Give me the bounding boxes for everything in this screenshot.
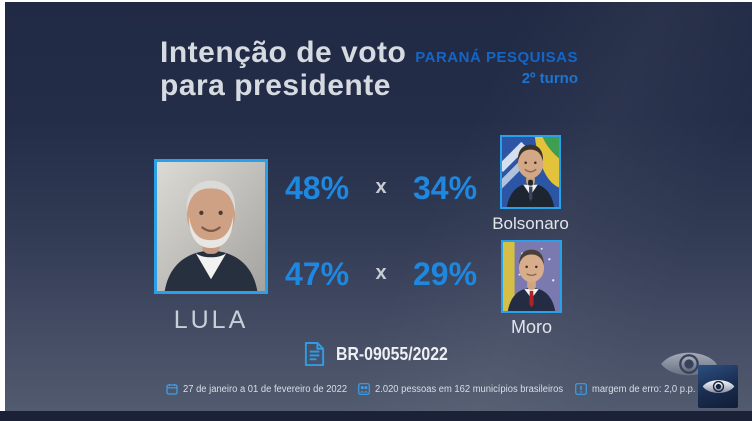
page-title: Intenção de voto para presidente [160, 36, 406, 102]
moro-portrait-illustration [503, 242, 560, 311]
registration-row: BR-09055/2022 [303, 341, 463, 367]
source-name: PARANÁ PESQUISAS [415, 49, 578, 66]
title-line-2: para presidente [160, 69, 391, 102]
band-logo-badge [698, 365, 738, 408]
moro-photo [501, 240, 562, 313]
matchup1-versus: x [375, 176, 387, 198]
moro-label: Moro [510, 317, 552, 337]
document-icon [304, 342, 325, 366]
lula-photo [154, 159, 268, 294]
matchup2-lula-value: 47% [284, 256, 350, 292]
alert-icon [574, 383, 587, 395]
margin-error-text: margem de erro: 2,0 p.p. [591, 383, 696, 395]
bolsonaro-label: Bolsonaro [492, 214, 569, 233]
matchup1-lula-value: 48% [284, 170, 350, 206]
methodology-footer: 27 de janeiro a 01 de fevereiro de 2022 … [166, 383, 695, 395]
poll-source: PARANÁ PESQUISAS 2º turno [400, 49, 578, 88]
bolsonaro-photo [500, 135, 561, 209]
margin-error-item: margem de erro: 2,0 p.p. [574, 383, 702, 395]
fieldwork-period-item: 27 de janeiro a 01 de fevereiro de 2022 [166, 383, 358, 395]
lula-portrait-illustration [157, 162, 265, 291]
matchup1-bolsonaro-value: 34% [412, 170, 478, 206]
fieldwork-period-text: 27 de janeiro a 01 de fevereiro de 2022 [183, 383, 348, 395]
people-icon [357, 383, 370, 395]
bolsonaro-portrait-illustration [502, 137, 559, 207]
band-eye-logo-icon [702, 380, 734, 393]
bottom-bar [0, 411, 752, 421]
background-gradient [5, 2, 752, 421]
sample-size-item: 2.020 pessoas em 162 municípios brasilei… [357, 383, 575, 395]
calendar-icon [166, 384, 178, 395]
matchup2-versus: x [375, 262, 387, 284]
sample-size-text: 2.020 pessoas em 162 municípios brasilei… [374, 383, 563, 395]
title-line-1: Intenção de voto [160, 36, 407, 69]
lula-label: LULA [173, 306, 249, 334]
source-round: 2º turno [521, 70, 578, 87]
registration-code: BR-09055/2022 [336, 344, 448, 364]
matchup2-moro-value: 29% [412, 256, 478, 292]
